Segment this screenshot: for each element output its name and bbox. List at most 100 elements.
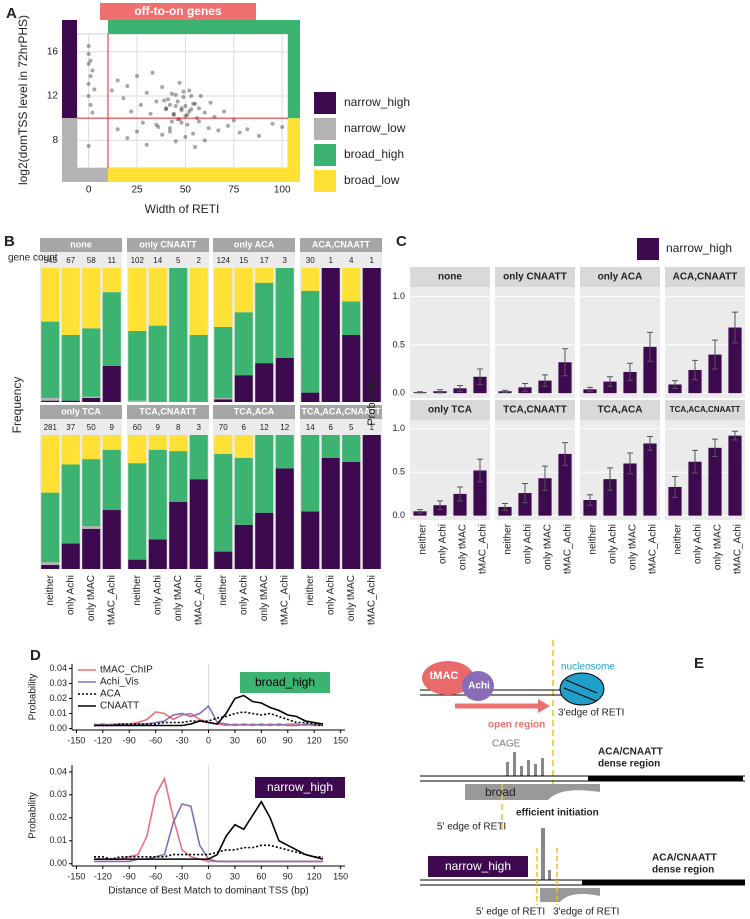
peak (541, 758, 544, 776)
point (90, 110, 95, 115)
bar (728, 435, 742, 516)
x-tick-label: only tMAC (628, 524, 639, 570)
count-label: 2 (197, 256, 202, 265)
y-tick-label: 0.03 (49, 789, 67, 799)
point (191, 101, 196, 106)
count-label: 281 (44, 423, 58, 432)
panel-label: E (694, 655, 704, 672)
point (175, 99, 180, 104)
bar-segment (102, 268, 121, 293)
count-label: 9 (110, 423, 115, 432)
count-label: 4 (349, 256, 354, 265)
x-tick-label: only tMAC (259, 575, 270, 621)
dense-segment (588, 776, 743, 781)
label: Achi (468, 681, 490, 692)
point (187, 109, 192, 114)
error-bar (562, 442, 568, 466)
point (206, 126, 211, 131)
facet-title: only TCA (61, 406, 101, 416)
count-label: 1 (370, 256, 375, 265)
point (216, 128, 221, 133)
point (86, 44, 91, 49)
error-bar (502, 502, 508, 511)
count-label: 1 (329, 256, 334, 265)
point (169, 119, 174, 124)
point (196, 119, 201, 124)
facet-title: TCA,CNAATT (503, 405, 567, 416)
x-tick-label: -60 (149, 735, 162, 745)
count-label: 102 (131, 256, 145, 265)
x-tick-label: neither (418, 523, 429, 554)
bar-segment (275, 268, 294, 358)
x-tick-label: only Achi (238, 575, 249, 615)
error-bar (522, 482, 528, 504)
bar-segment (321, 457, 340, 569)
facet-title: TCA,ACA,CNAATT (670, 405, 741, 414)
peak (527, 760, 530, 776)
bar (688, 461, 702, 516)
bar-segment (102, 365, 121, 402)
line (94, 800, 324, 860)
x-tick-label: only Achi (608, 524, 619, 564)
bar-segment (214, 326, 233, 398)
count-label: 15 (239, 256, 248, 265)
y-tick-label: 0.04 (49, 766, 67, 776)
bar-segment (321, 268, 340, 402)
bar-segment (41, 397, 60, 401)
point (86, 143, 91, 148)
point (160, 132, 165, 137)
error-bar (477, 368, 483, 385)
bar-segment (169, 435, 188, 452)
bar-segment (214, 453, 233, 552)
x-tick-label: 60 (256, 735, 266, 745)
x-tick-label: neither (588, 523, 599, 554)
facet-strip (40, 238, 122, 252)
error-bar (522, 383, 528, 392)
bar-segment (61, 435, 80, 465)
nucleosome-shape (559, 672, 605, 706)
error-bar (457, 384, 463, 392)
point (198, 94, 203, 99)
bar-segment (189, 435, 208, 480)
y-tick-label: 0.01 (49, 708, 67, 718)
point (167, 102, 172, 107)
x-tick-label: tMAC_Achi (478, 524, 489, 574)
facet-title: ACA,CNAATT (312, 239, 371, 249)
facet-title: only CNAATT (139, 239, 197, 249)
legend-label: broad_low (344, 173, 400, 187)
bar (453, 493, 467, 516)
x-tick-label: 0 (206, 871, 211, 881)
label: narrow_high (445, 859, 511, 873)
bar-segment (148, 268, 167, 326)
achi-shape (462, 671, 494, 701)
x-tick-label: 90 (283, 871, 293, 881)
point (179, 108, 184, 113)
y-axis-label: log2(domTSS level in 72hrPHS) (16, 15, 30, 185)
facet-strip (495, 400, 575, 420)
y-tick-label: 0.0 (392, 388, 405, 398)
bar (433, 505, 447, 516)
quadrant-strip (62, 118, 77, 182)
error-bar (542, 465, 548, 491)
bar-segment (342, 461, 361, 569)
bar-segment (362, 435, 381, 569)
quadrant-strip (107, 168, 301, 182)
x-tick-label: only tMAC (346, 575, 357, 621)
plot-bg (76, 33, 289, 169)
x-tick-label: -90 (123, 871, 136, 881)
count-title: gene count (8, 253, 58, 264)
count-label: 3 (283, 256, 288, 265)
peak (534, 764, 537, 776)
facet-title: only CNAATT (503, 272, 567, 283)
point (88, 74, 93, 79)
annotation: off-to-on genes (134, 4, 222, 18)
x-tick-label: only tMAC (713, 524, 724, 570)
bar-segment (61, 268, 80, 335)
bar-segment (41, 435, 60, 493)
count-label: 50 (87, 423, 96, 432)
legend-swatch (637, 238, 659, 260)
peak (520, 766, 523, 776)
count-label: 12 (280, 423, 289, 432)
bar-segment (234, 312, 253, 376)
bar-segment (189, 479, 208, 569)
